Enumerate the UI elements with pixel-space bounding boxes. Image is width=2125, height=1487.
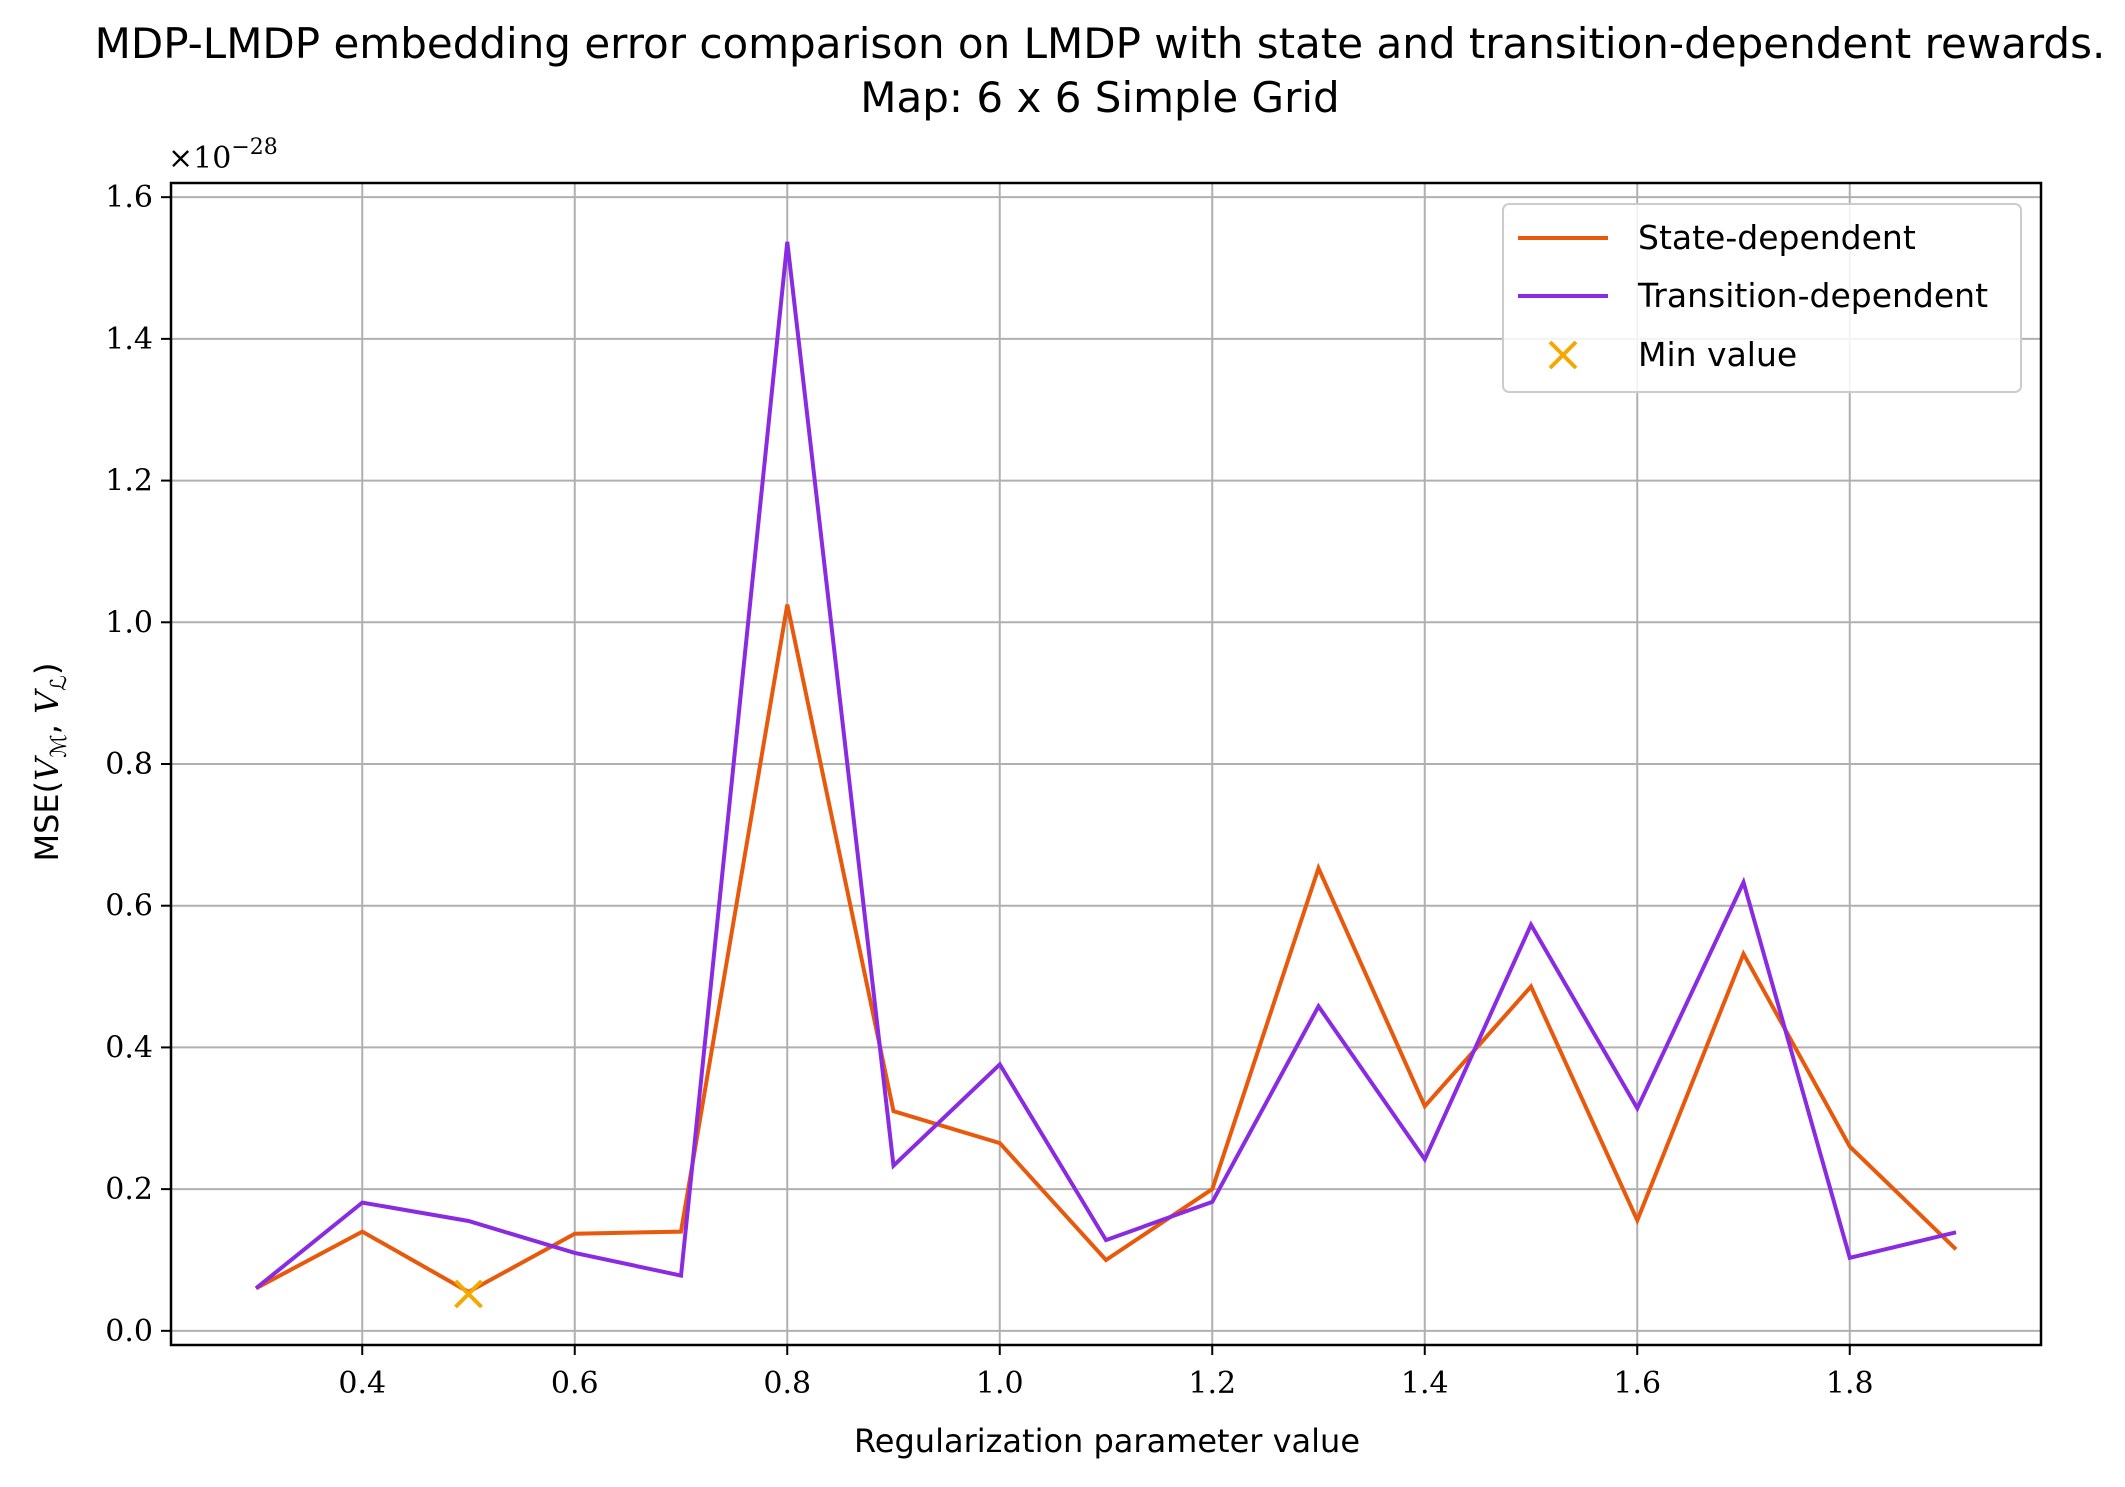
series-line-state-dependent [255,604,1958,1295]
grid [171,183,2041,1345]
legend-box [1502,203,2022,393]
x-tick-label: 1.8 [1826,1366,1874,1401]
y-tick-label: 1.0 [105,605,153,640]
y-axis-label: MSE(Vℳ, Vℒ) [28,662,72,861]
x-tick-label: 1.2 [1188,1366,1236,1401]
plot-frame [169,181,2043,1347]
x-axis-ticks: 0.4 0.6 0.8 1.0 1.2 1.4 1.6 1.8 [338,1345,1874,1401]
min-value-marker [454,1279,483,1309]
legend: State-dependent Transition-dependent Min… [1502,203,2022,393]
legend-label-min-value: Min value [1638,335,1797,374]
y-tick-label: 0.4 [105,1030,153,1065]
y-tick-label: 0.0 [105,1314,153,1349]
marker-layer [454,1279,483,1309]
y-axis-ticks: 0.0 0.2 0.4 0.6 0.8 1.0 1.2 1.4 1.6 [105,180,171,1349]
chart-subtitle: Map: 6 x 6 Simple Grid [860,73,1339,122]
x-axis-label: Regularization parameter value [854,1422,1360,1460]
x-tick-label: 0.8 [763,1366,811,1401]
y-tick-label: 1.6 [105,180,153,215]
y-tick-label: 1.2 [105,464,153,499]
y-multiplier: ×10−28 [168,135,278,176]
legend-swatch-min-value [1548,340,1578,370]
y-tick-label: 0.6 [105,889,153,924]
chart-title: MDP-LMDP embedding error comparison on L… [95,19,2106,68]
x-tick-label: 0.6 [551,1366,599,1401]
legend-label-transition-dependent: Transition-dependent [1637,276,1988,315]
x-tick-label: 1.0 [976,1366,1024,1401]
x-tick-label: 0.4 [338,1366,386,1401]
x-tick-label: 1.6 [1613,1366,1661,1401]
y-tick-label: 0.2 [105,1172,153,1207]
y-tick-label: 1.4 [105,322,153,357]
legend-label-state-dependent: State-dependent [1638,218,1916,257]
x-tick-label: 1.4 [1401,1366,1449,1401]
y-tick-label: 0.8 [105,747,153,782]
series-line-transition-dependent [254,241,1957,1290]
series-layer [254,241,1958,1295]
